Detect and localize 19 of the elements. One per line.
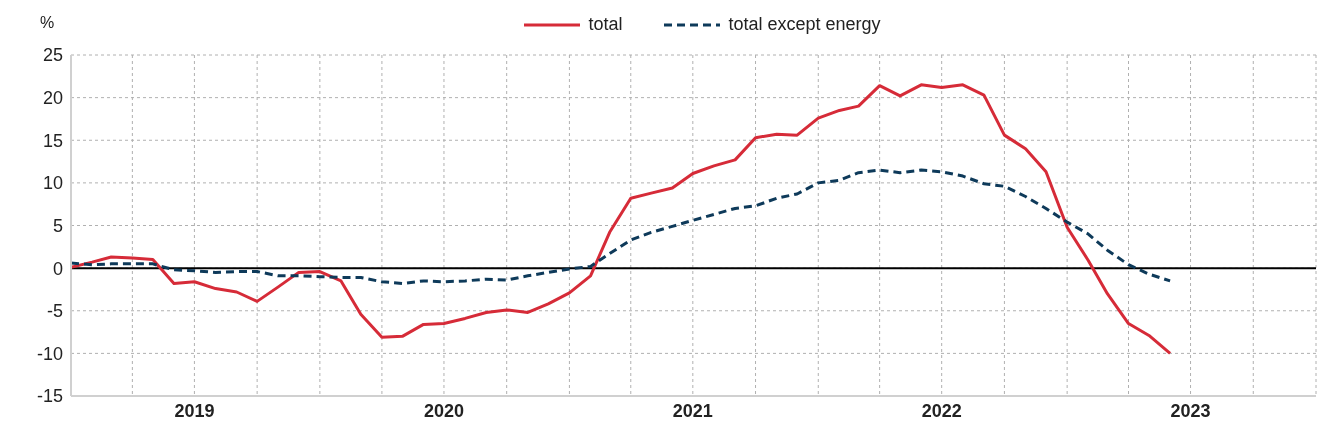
legend-label: total except energy [728, 14, 881, 35]
line-series [71, 83, 1172, 355]
x-tick-label: 2023 [1170, 400, 1211, 421]
x-tick-label: 2021 [672, 400, 713, 421]
line-series [71, 168, 1172, 285]
y-tick-label: 10 [42, 173, 63, 194]
y-tick-label: 20 [42, 88, 63, 109]
x-tick-label: 2022 [921, 400, 962, 421]
y-tick-label: -5 [46, 301, 63, 322]
y-tick-label: 25 [42, 45, 63, 66]
x-tick-label: 2020 [423, 400, 464, 421]
x-tick-label: 2019 [174, 400, 215, 421]
y-tick-label: -10 [36, 343, 63, 364]
y-tick-label: -15 [36, 386, 63, 407]
y-tick-label: 15 [42, 130, 63, 151]
y-axis-title: % [40, 14, 55, 32]
y-tick-label: 5 [52, 215, 63, 236]
legend-label: total [588, 14, 623, 35]
y-tick-label: 0 [52, 258, 63, 279]
